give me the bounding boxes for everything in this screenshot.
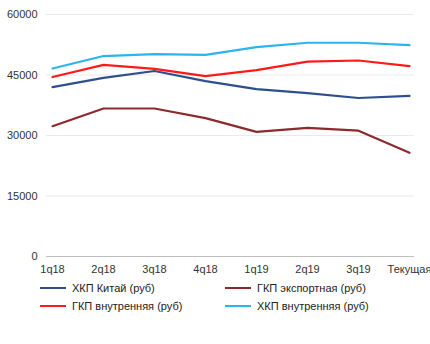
svg-text:0: 0 xyxy=(31,250,37,262)
svg-text:30000: 30000 xyxy=(7,129,38,141)
svg-text:45000: 45000 xyxy=(7,69,38,81)
html-text:ГКП внутренняя (руб): ГКП внутренняя (руб) xyxy=(72,300,183,312)
svg-text:3q19: 3q19 xyxy=(346,263,370,275)
svg-text:1q18: 1q18 xyxy=(40,263,64,275)
svg-text:2q19: 2q19 xyxy=(295,263,319,275)
svg-text:Текущая: Текущая xyxy=(388,263,430,275)
html-text:ХКП внутренняя (руб): ХКП внутренняя (руб) xyxy=(257,300,369,312)
svg-text:3q18: 3q18 xyxy=(142,263,166,275)
svg-text:15000: 15000 xyxy=(7,190,38,202)
svg-text:2q18: 2q18 xyxy=(91,263,115,275)
svg-text:4q18: 4q18 xyxy=(193,263,217,275)
svg-text:60000: 60000 xyxy=(7,8,38,20)
html-text:ГКП экспортная (руб): ГКП экспортная (руб) xyxy=(257,282,366,294)
svg-text:1q19: 1q19 xyxy=(244,263,268,275)
html-text:ХКП Китай (руб): ХКП Китай (руб) xyxy=(72,282,155,294)
